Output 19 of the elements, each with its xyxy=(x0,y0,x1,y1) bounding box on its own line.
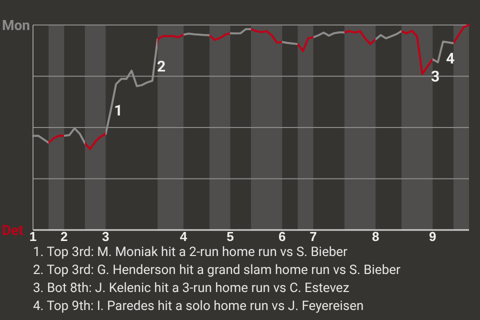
text: 1. Top 3rd: M. Moniak hit a 2-run home run vs S. Bieber xyxy=(33,245,348,260)
text: 3. Bot 8th: J. Kelenic hit a 3-run home run vs C. Estevez xyxy=(33,281,350,296)
x-tick-label: 4 xyxy=(180,229,188,244)
x-tick-label: 1 xyxy=(29,229,37,244)
x-tick-label: 9 xyxy=(429,229,436,244)
x-tick-label: 3 xyxy=(102,229,110,244)
annotation: 1 xyxy=(114,101,123,120)
x-tick-label: 6 xyxy=(278,229,286,244)
text: Det xyxy=(2,222,24,239)
x-tick-label: 8 xyxy=(372,229,380,244)
x-tick-label: 7 xyxy=(310,229,317,244)
x-tick-label: 2 xyxy=(60,229,68,244)
text: 2. Top 3rd: G. Henderson hit a grand slam home run vs S. Bieber xyxy=(33,263,402,278)
annotation: 2 xyxy=(157,57,166,76)
annotation: 3 xyxy=(431,67,440,86)
text: 4. Top 9th: I. Paredes hit a solo home run vs J. Feyereisen xyxy=(33,299,364,314)
x-tick-label: 5 xyxy=(226,229,234,244)
annotation: 4 xyxy=(446,49,455,68)
text: Mon xyxy=(2,18,30,34)
